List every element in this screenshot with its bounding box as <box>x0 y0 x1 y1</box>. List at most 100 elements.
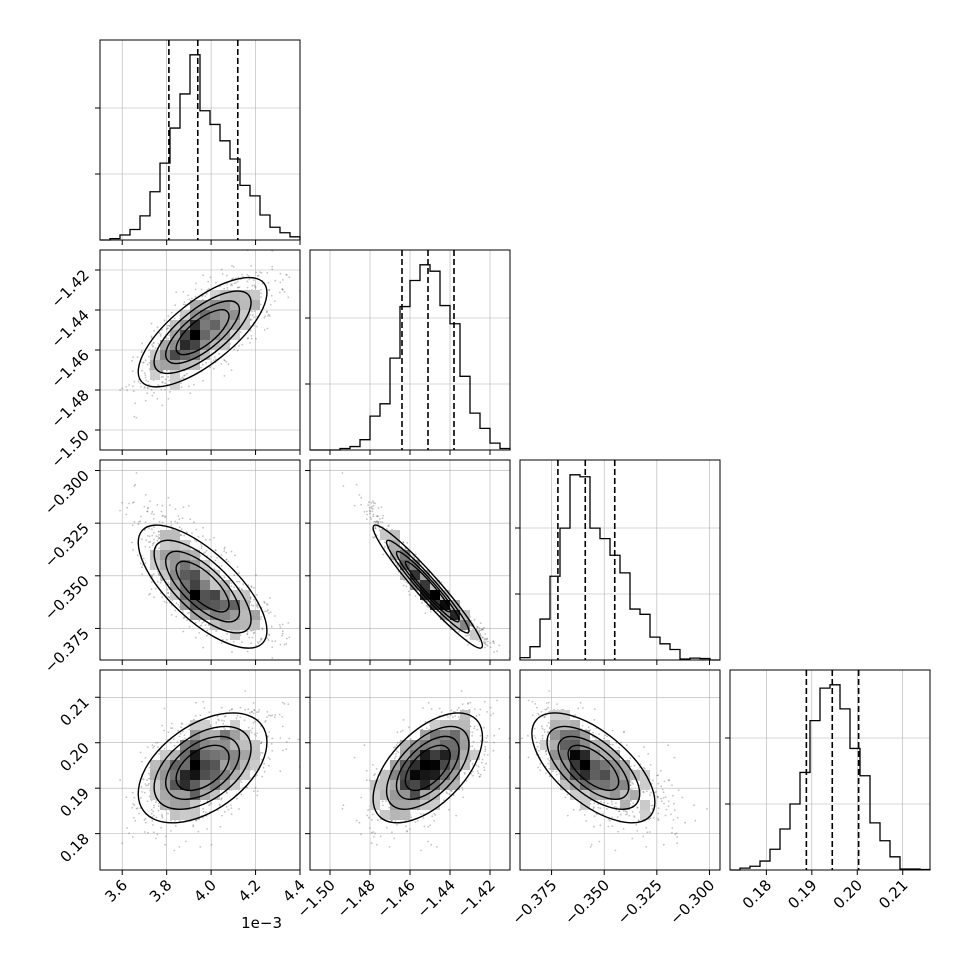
sample-point <box>248 279 250 281</box>
sample-point <box>253 279 255 281</box>
sample-point <box>157 581 159 583</box>
sample-point <box>151 513 153 515</box>
sample-point <box>153 745 155 747</box>
density-cell <box>190 340 200 350</box>
sample-point <box>180 382 182 384</box>
sample-point <box>151 344 153 346</box>
sample-point <box>198 632 200 634</box>
sample-point <box>179 820 181 822</box>
sample-point <box>279 770 281 772</box>
sample-point <box>153 518 155 520</box>
sample-point <box>208 288 210 290</box>
sample-point <box>195 289 197 291</box>
sample-point <box>370 518 372 520</box>
sample-point <box>248 275 250 277</box>
sample-point <box>280 273 282 275</box>
sample-point <box>234 555 236 557</box>
density-cell <box>420 580 430 590</box>
sample-point <box>244 709 246 711</box>
sample-point <box>486 638 488 640</box>
density-cell <box>240 300 250 310</box>
sample-point <box>168 497 170 499</box>
sample-point <box>271 295 273 297</box>
sample-point <box>221 719 223 721</box>
sample-point <box>177 604 179 606</box>
sample-point <box>164 748 166 750</box>
sample-point <box>164 515 166 517</box>
sample-point <box>158 343 160 345</box>
sample-point <box>147 535 149 537</box>
sample-point <box>201 622 203 624</box>
sample-point <box>252 637 254 639</box>
sample-point <box>220 554 222 556</box>
sample-point <box>161 597 163 599</box>
sample-point <box>179 526 181 528</box>
density-cell <box>230 330 240 340</box>
sample-point <box>370 516 372 518</box>
sample-point <box>282 279 284 281</box>
sample-point <box>406 586 408 588</box>
sample-point <box>233 349 235 351</box>
sample-point <box>231 369 233 371</box>
sample-point <box>166 328 168 330</box>
sample-point <box>174 745 176 747</box>
sample-point <box>480 635 482 637</box>
sample-point <box>200 367 202 369</box>
sample-point <box>149 535 151 537</box>
sample-point <box>238 572 240 574</box>
sample-point <box>158 805 160 807</box>
histogram-steps-1 <box>100 55 300 240</box>
sample-point <box>206 828 208 830</box>
sample-point <box>260 292 262 294</box>
sample-point <box>140 797 142 799</box>
sample-point <box>141 573 143 575</box>
sample-point <box>182 731 184 733</box>
sample-point <box>236 717 238 719</box>
sample-point <box>169 391 171 393</box>
sample-point <box>280 737 282 739</box>
sample-point <box>157 746 159 748</box>
density-cell <box>240 610 250 620</box>
sample-point <box>241 641 243 643</box>
sample-point <box>215 630 217 632</box>
sample-point <box>282 289 284 291</box>
sample-point <box>148 384 150 386</box>
sample-point <box>279 282 281 284</box>
sample-point <box>196 541 198 543</box>
sample-point <box>158 574 160 576</box>
sample-point <box>490 646 492 648</box>
sample-point <box>493 651 495 653</box>
sample-point <box>405 581 407 583</box>
sample-point <box>202 274 204 276</box>
sample-point <box>279 714 281 716</box>
sample-point <box>251 311 253 313</box>
sample-point <box>151 581 153 583</box>
sample-point <box>175 508 177 510</box>
sample-point <box>263 767 265 769</box>
sample-point <box>146 779 148 781</box>
density-cell <box>410 560 420 570</box>
sample-point <box>222 723 224 725</box>
sample-point <box>210 724 212 726</box>
sample-point <box>265 241 267 243</box>
sample-point <box>152 395 154 397</box>
sample-point <box>238 345 240 347</box>
sample-point <box>159 332 161 334</box>
density-cell <box>230 630 240 640</box>
density-cell <box>180 340 190 350</box>
sample-point <box>287 703 289 705</box>
sample-point <box>180 534 182 536</box>
sample-point <box>250 777 252 779</box>
sample-point <box>202 535 204 537</box>
sample-point <box>372 536 374 538</box>
sample-point <box>224 547 226 549</box>
sample-point <box>161 405 163 407</box>
sample-point <box>148 541 150 543</box>
sample-point <box>247 281 249 283</box>
density-cell <box>200 580 210 590</box>
sample-point <box>215 282 217 284</box>
sample-point <box>366 511 368 513</box>
sample-point <box>251 338 253 340</box>
sample-point <box>241 274 243 276</box>
sample-point <box>285 643 287 645</box>
